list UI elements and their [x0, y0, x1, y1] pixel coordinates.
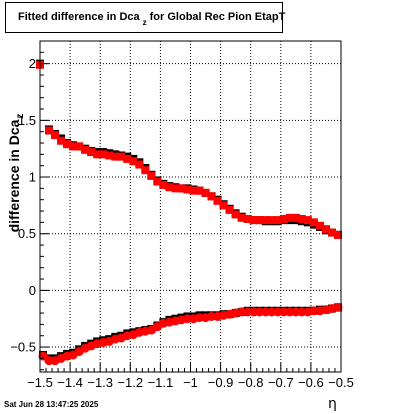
data-point-red	[141, 166, 150, 175]
x-tick-labels: −1.5 −1.4 −1.3 −1.2 −1.1 −1 −0.9 −0.8 −0.7 −0.6 −0…	[27, 375, 354, 390]
data-point-red	[243, 214, 252, 223]
chart-title-subscript: z	[142, 18, 147, 27]
x-tick-label: −0.7	[268, 375, 294, 390]
grid-lines	[40, 41, 341, 372]
data-point-red	[249, 216, 258, 225]
data-point-red	[303, 216, 312, 225]
data-point-red	[183, 185, 192, 194]
y-tick-label: −0.5	[10, 340, 36, 355]
x-tick-label: −1.2	[117, 375, 143, 390]
data-point-red	[75, 142, 84, 151]
data-point-red	[321, 225, 330, 234]
data-point-red	[177, 184, 186, 193]
y-tick-label: 0	[29, 283, 36, 298]
data-point-red	[279, 214, 288, 223]
data-point-red	[315, 221, 324, 230]
y-tick-label: 0.5	[18, 226, 36, 241]
y-axis-title-main: difference in Dca	[6, 119, 22, 233]
data-point-red	[165, 183, 174, 192]
data-point-red	[63, 140, 72, 149]
data-point-red	[123, 154, 132, 163]
y-axis-title-subscript: z	[15, 113, 26, 119]
chart-title-tail: for Global Rec Pion EtapT	[149, 11, 286, 23]
x-tick-label: −1.4	[57, 375, 83, 390]
data-point-red	[261, 216, 270, 225]
data-point-red	[225, 205, 234, 214]
data-point-red	[231, 210, 240, 219]
data-point-red	[309, 218, 318, 227]
data-point-red	[99, 150, 108, 159]
data-point-red	[135, 160, 144, 169]
data-point-red	[333, 302, 343, 312]
x-tick-label: −1.1	[148, 375, 174, 390]
chart-title-main: Fitted difference in Dca	[18, 11, 140, 23]
data-point-red	[285, 213, 294, 222]
data-point-red	[51, 131, 60, 140]
data-point-red	[297, 214, 306, 223]
data-point-red	[147, 171, 156, 180]
data-point-red	[81, 145, 90, 154]
x-tick-label: −1	[183, 375, 198, 390]
data-point-red	[213, 196, 222, 205]
data-point-red	[117, 152, 126, 161]
data-point-red	[291, 213, 300, 222]
axis-ticks	[39, 40, 342, 372]
x-tick-label: −0.6	[298, 375, 324, 390]
data-point-red	[201, 188, 210, 197]
y-tick-label: 1.5	[18, 113, 36, 128]
data-point-red	[159, 180, 168, 189]
data-point-red	[333, 230, 342, 239]
x-tick-label: −0.5	[328, 375, 354, 390]
data-point-red	[219, 201, 228, 210]
data-point-red	[87, 148, 96, 157]
y-axis-title: difference in Dcaz	[6, 114, 26, 233]
y-tick-label: 1	[29, 170, 36, 185]
x-axis-title: η	[328, 396, 337, 412]
data-point-red	[105, 151, 114, 160]
data-point-red	[327, 228, 336, 237]
data-point-red	[267, 216, 276, 225]
x-tick-label: −0.8	[238, 375, 264, 390]
data-point-red	[111, 152, 120, 161]
data-point-red	[207, 192, 216, 201]
datestamp: Sat Jun 28 13:47:25 2025	[4, 400, 99, 409]
x-tick-label: −1.3	[87, 375, 113, 390]
data-point-red	[189, 186, 198, 195]
data-point-red	[45, 126, 54, 135]
data-point-red	[171, 184, 180, 193]
data-point-red	[255, 216, 264, 225]
y-tick-labels: −0.5 0 0.5 1 1.5 2	[10, 56, 36, 354]
data-point-red	[273, 216, 282, 225]
data-point-red	[153, 177, 162, 186]
x-tick-label: −1.5	[27, 375, 53, 390]
y-tick-label: 2	[29, 56, 36, 71]
chart-title-box: Fitted difference in Dca z for Global Rec …	[5, 2, 286, 33]
data-point-red	[57, 136, 66, 145]
data-points	[36, 59, 343, 366]
data-point-red	[237, 213, 246, 222]
data-point-red	[69, 142, 78, 151]
data-point-red	[129, 157, 138, 166]
data-point-red	[93, 150, 102, 159]
data-point-red	[195, 186, 204, 195]
x-tick-label: −0.9	[208, 375, 234, 390]
